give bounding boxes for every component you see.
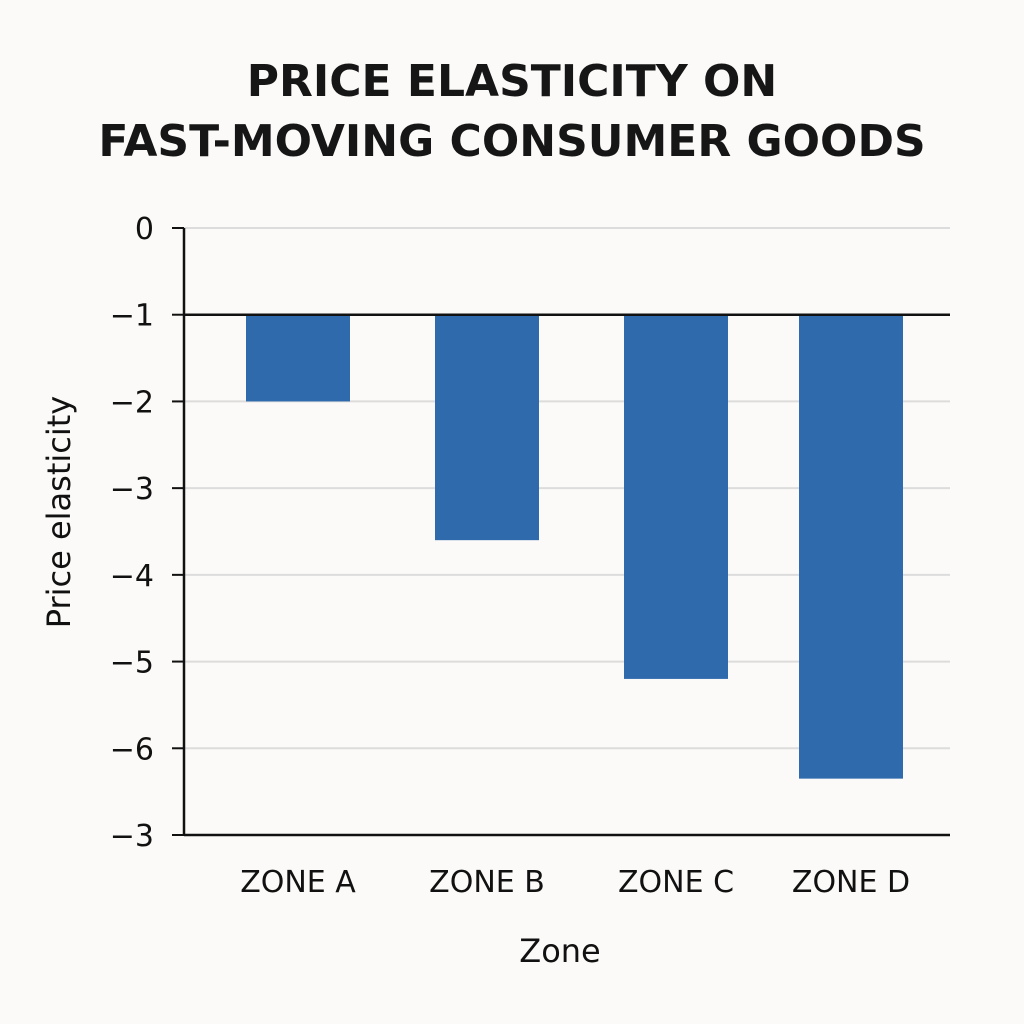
- bar-zone-a: [246, 314, 350, 402]
- y-tick-label: 0: [135, 212, 154, 247]
- x-tick-label-zone-d: ZONE D: [792, 865, 910, 900]
- y-tick-label: −4: [110, 559, 154, 594]
- chart-title-line-1: PRICE ELASTICITY ON: [246, 56, 778, 107]
- y-tick-label: −1: [110, 299, 154, 334]
- x-category-labels: ZONE A ZONE B ZONE C ZONE D: [240, 865, 910, 900]
- x-tick-label-zone-b: ZONE B: [429, 865, 545, 900]
- x-axis-title: Zone: [519, 932, 600, 970]
- y-tick-label: −2: [110, 385, 154, 420]
- y-axis-title: Price elasticity: [40, 396, 78, 629]
- bar-zone-b: [435, 314, 539, 541]
- x-tick-label-zone-a: ZONE A: [240, 865, 356, 900]
- bars: [246, 314, 903, 779]
- chart-title-line-2: FAST-MOVING CONSUMER GOODS: [98, 116, 926, 167]
- chart-title: PRICE ELASTICITY ON FAST-MOVING CONSUMER…: [0, 52, 1024, 172]
- bar-zone-c: [624, 314, 728, 679]
- y-tick-label: −5: [110, 646, 154, 681]
- y-tick-label: −6: [110, 732, 154, 767]
- axes: [182, 228, 950, 837]
- y-ticks: 0 −1 −2 −3 −4 −5 −6 −3: [110, 212, 184, 854]
- y-tick-label: −3: [110, 819, 154, 854]
- bar-zone-d: [799, 314, 903, 779]
- x-tick-label-zone-c: ZONE C: [618, 865, 734, 900]
- y-tick-label: −3: [110, 472, 154, 507]
